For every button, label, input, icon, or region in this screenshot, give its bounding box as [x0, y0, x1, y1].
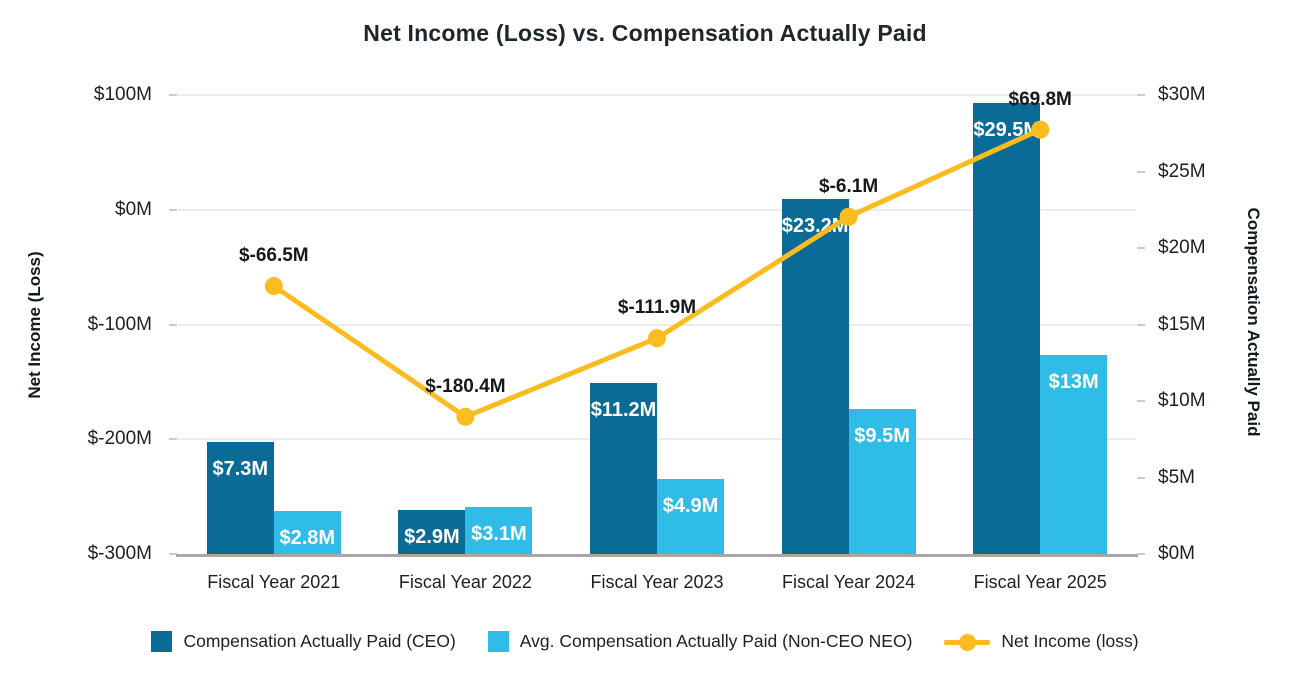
- left-axis-tick-mark: [169, 323, 177, 326]
- chart-title: Net Income (Loss) vs. Compensation Actua…: [363, 20, 927, 46]
- right-axis-tick-label: $15M: [1158, 313, 1206, 335]
- x-axis-label: Fiscal Year 2025: [973, 572, 1107, 592]
- left-axis-tick-label: $-200M: [87, 428, 152, 450]
- legend-line-marker: [944, 633, 991, 651]
- legend: Compensation Actually Paid (CEO) Avg. Com…: [0, 631, 1290, 652]
- right-axis-tick-mark: [1137, 476, 1145, 479]
- legend-swatch: [151, 631, 173, 652]
- bar-value-label: $4.9M: [662, 495, 719, 518]
- bar-value-label: $11.2M: [590, 398, 657, 421]
- gridline: [178, 94, 1136, 96]
- left-axis-tick-mark: [169, 438, 177, 441]
- right-axis-tick-label: $0M: [1158, 543, 1195, 564]
- right-axis-tick-label: $30M: [1158, 84, 1206, 105]
- left-axis-tick-label: $100M: [93, 84, 152, 105]
- legend-label: Net Income (loss): [1001, 631, 1139, 651]
- right-axis-tick-mark: [1137, 400, 1145, 402]
- bar-value-label: $7.3M: [212, 458, 269, 481]
- bar-cap-ceo: [973, 102, 1041, 554]
- left-axis-tick-label: $-100M: [87, 313, 152, 335]
- right-axis-tick-label: $10M: [1158, 390, 1206, 411]
- legend-label: Avg. Compensation Actually Paid (Non-CEO…: [519, 631, 913, 651]
- bar-value-label: $13M: [1048, 371, 1099, 394]
- legend-item-neo: Avg. Compensation Actually Paid (Non-CEO…: [487, 631, 913, 652]
- bar-value-label: $3.1M: [471, 522, 527, 545]
- bar-value-label: $23.2M: [781, 215, 849, 238]
- x-axis-label: Fiscal Year 2021: [207, 572, 341, 592]
- bar-cap-neo: [273, 511, 341, 554]
- legend-item-net-income: Net Income (loss): [944, 631, 1139, 652]
- right-axis-tick-label: $5M: [1158, 466, 1195, 488]
- x-axis-label: Fiscal Year 2022: [398, 572, 532, 592]
- right-axis-tick-mark: [1137, 247, 1145, 249]
- right-axis-tick-mark: [1137, 170, 1145, 173]
- legend-item-ceo: Compensation Actually Paid (CEO): [151, 631, 456, 652]
- bar-value-label: $9.5M: [854, 424, 910, 447]
- x-axis-label: Fiscal Year 2023: [590, 572, 724, 592]
- legend-label: Compensation Actually Paid (CEO): [183, 631, 456, 651]
- net-income-value-label: $69.8M: [1008, 88, 1072, 110]
- right-axis-tick-mark: [1137, 94, 1145, 96]
- net-income-marker: [264, 277, 283, 296]
- right-axis-title: Compensation Actually Paid: [1244, 207, 1263, 437]
- net-income-marker: [456, 407, 475, 426]
- bar-value-label: $2.9M: [404, 525, 460, 548]
- bar-value-label: $2.8M: [279, 527, 336, 550]
- net-income-value-label: $-6.1M: [819, 175, 879, 197]
- gridline: [178, 438, 1136, 441]
- left-axis-tick-label: $0M: [115, 198, 152, 220]
- left-axis-tick-mark: [169, 553, 177, 555]
- bar-value-label: $29.5M: [973, 118, 1041, 141]
- right-axis-tick-label: $25M: [1158, 160, 1206, 182]
- net-income-line: [272, 127, 1042, 420]
- right-axis-tick-mark: [1137, 553, 1145, 555]
- right-axis-tick-mark: [1137, 323, 1145, 326]
- x-axis-line: [176, 554, 1138, 557]
- left-axis-tick-mark: [169, 208, 177, 211]
- left-axis-tick-label: $-300M: [87, 543, 152, 564]
- bar-cap-neo: [465, 506, 533, 554]
- bar-cap-neo: [657, 479, 724, 554]
- legend-line-dot: [959, 633, 977, 651]
- net-income-value-label: $-111.9M: [617, 297, 697, 319]
- x-axis-label: Fiscal Year 2024: [782, 572, 916, 592]
- bar-cap-ceo: [781, 199, 849, 554]
- legend-swatch: [487, 631, 509, 652]
- bar-cap-ceo: [398, 509, 466, 554]
- net-income-value-label: $-66.5M: [238, 245, 309, 267]
- right-axis-tick-label: $20M: [1158, 237, 1206, 258]
- net-income-value-label: $-180.4M: [425, 375, 506, 397]
- bar-cap-ceo: [206, 442, 274, 554]
- bar-cap-neo: [1040, 355, 1108, 554]
- net-income-marker: [648, 329, 666, 348]
- left-axis-tick-mark: [169, 94, 177, 96]
- bar-cap-neo: [848, 408, 916, 554]
